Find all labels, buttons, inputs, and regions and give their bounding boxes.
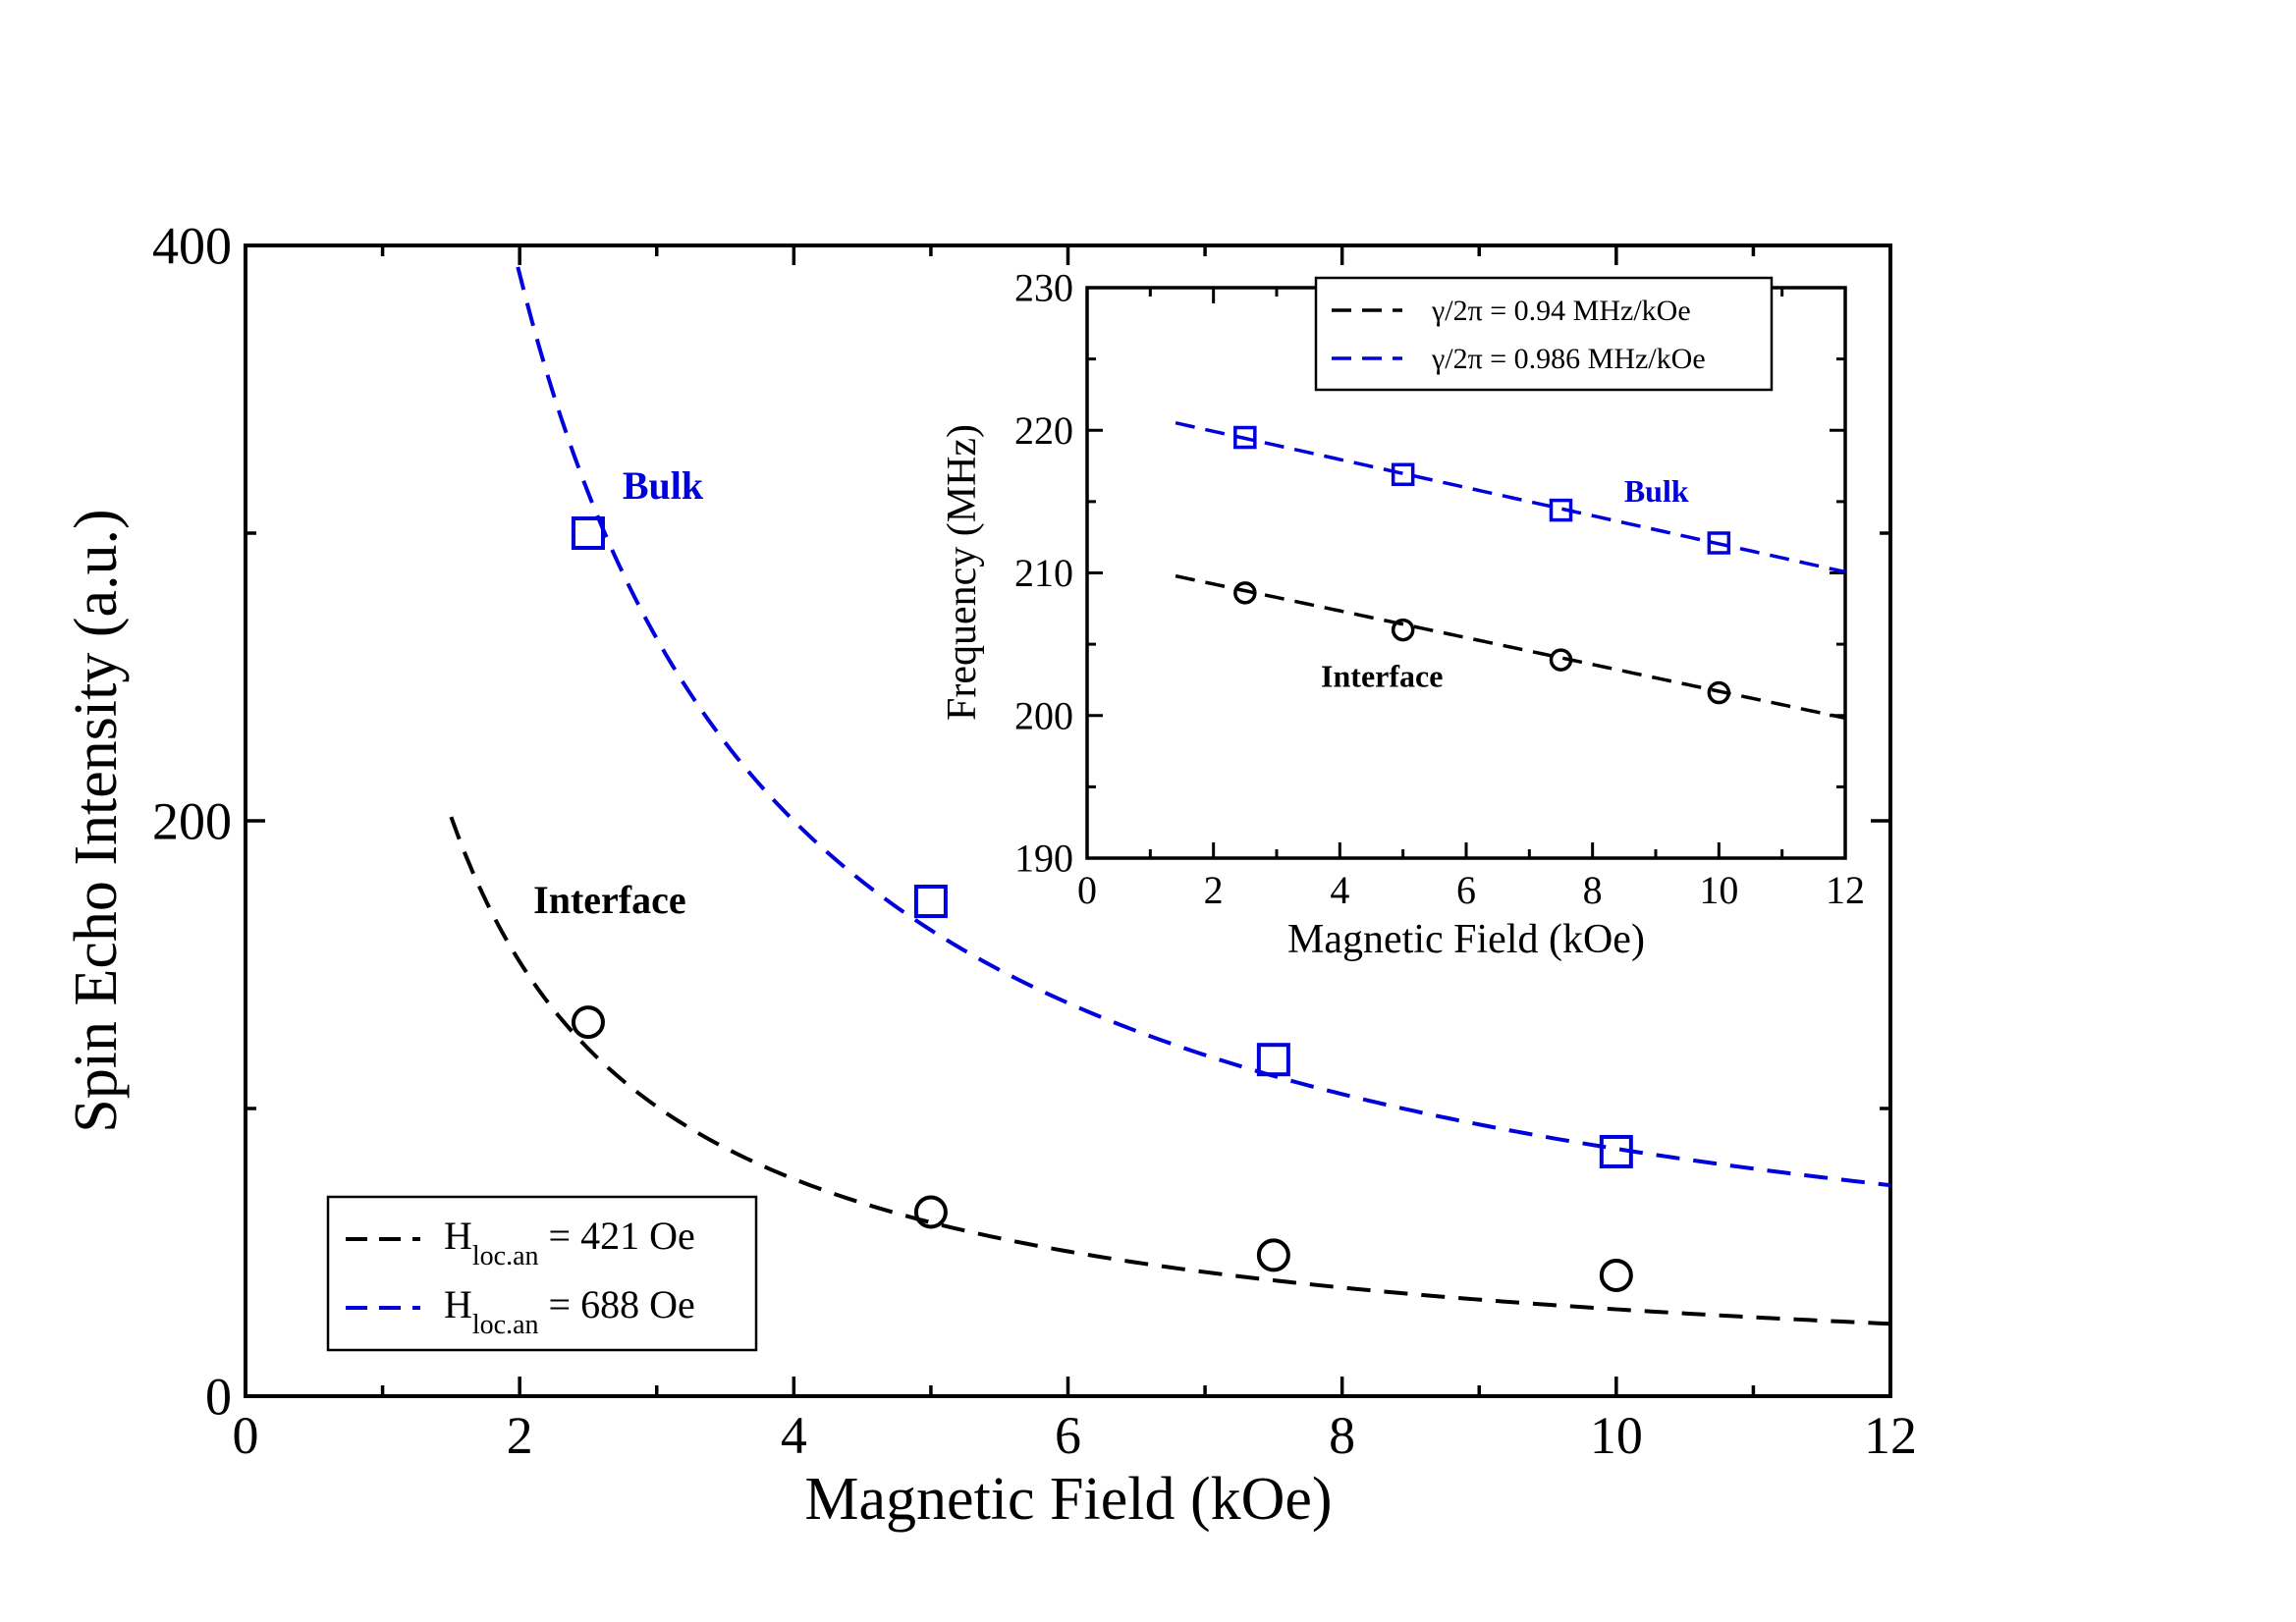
inset-square-marker [1549,498,1573,522]
inset-x-tick-label: 8 [1583,868,1603,912]
main-square-marker [1599,1134,1633,1168]
inset-legend-text-1: γ/2π = 0.94 MHz/kOe [1431,295,1691,327]
main-x-axis-label: Magnetic Field (kOe) [804,1466,1332,1533]
main-legend-entry-1: Hloc.an = 421 Oe [346,1214,695,1271]
main-chart: 0 2 4 6 8 10 12 0 200 400 Bulk Interface Magnetic … [63,216,1917,1533]
inset-chart: 0 2 4 6 8 10 12 190 200 210 220 230 Bulk Interface M… [940,266,1865,962]
inset-fit-line-2 [1175,420,1846,574]
inset-legend-box [1314,276,1774,392]
inset-y-tick-label: 210 [1014,551,1073,595]
main-y-tick-label: 200 [152,791,232,850]
main-x-tick-label: 4 [781,1406,807,1465]
inset-annotation-bulk: Bulk [1624,473,1689,509]
inset-x-tick-label: 4 [1330,868,1349,912]
inset-circle-marker [1391,618,1415,642]
main-x-tick-label: 0 [233,1406,259,1465]
main-circle-marker [571,1005,605,1040]
inset-circle-marker [1707,680,1731,705]
inset-x-tick-label: 10 [1699,868,1738,912]
inset-x-axis-label: Magnetic Field (kOe) [1287,917,1645,962]
main-annotation-interface: Interface [533,878,685,922]
main-square-marker [913,885,948,919]
main-y-tick-label: 0 [205,1367,232,1426]
inset-legend-entry-2: γ/2π = 0.986 MHz/kOe [1332,343,1706,375]
inset-y-tick-label: 200 [1014,693,1073,737]
inset-legend: γ/2π = 0.94 MHz/kOe γ/2π = 0.986 MHz/kOe [1314,276,1774,392]
inset-x-tick-label: 12 [1826,868,1865,912]
main-circle-marker [913,1195,948,1229]
main-legend: Hloc.an = 421 Oe Hloc.an = 688 Oe [326,1195,758,1352]
inset-y-tick-label: 230 [1014,266,1073,310]
inset-legend-entry-1: γ/2π = 0.94 MHz/kOe [1332,295,1691,327]
inset-x-tick-label: 6 [1456,868,1476,912]
inset-y-tick-label: 190 [1014,837,1073,881]
inset-square-marker [1707,531,1731,555]
inset-x-tick-label: 0 [1077,868,1097,912]
inset-circle-marker [1233,581,1257,605]
main-legend-box [326,1195,758,1352]
main-tick-labels: 0 2 4 6 8 10 12 0 200 400 [152,216,1917,1465]
inset-square-marker [1233,425,1257,450]
inset-circle-marker [1549,648,1573,672]
main-annotations: Bulk Interface [533,463,704,922]
inset-data-markers [1233,425,1731,705]
main-x-tick-label: 10 [1590,1406,1643,1465]
inset-y-tick-label: 220 [1014,408,1073,453]
main-legend-entry-2: Hloc.an = 688 Oe [346,1282,695,1340]
main-fit-curves [449,266,1891,1326]
main-x-tick-label: 12 [1864,1406,1917,1465]
main-legend-text-1: Hloc.an = 421 Oe [444,1214,695,1271]
main-data-markers [571,516,1633,1292]
inset-square-marker [1391,462,1415,487]
main-circle-marker [1256,1238,1290,1272]
main-fit-line-1 [449,816,1891,1326]
main-x-tick-label: 6 [1055,1406,1081,1465]
main-annotation-bulk: Bulk [623,463,704,508]
inset-x-tick-label: 2 [1204,868,1224,912]
inset-fit-lines [1175,420,1846,721]
main-square-marker [1256,1043,1290,1077]
main-square-marker [571,516,605,550]
main-fit-line-2 [516,266,1891,1188]
main-y-axis-label: Spin Echo Intensity (a.u.) [63,509,130,1132]
main-x-tick-label: 2 [507,1406,533,1465]
inset-fit-line-1 [1175,573,1846,721]
main-legend-text-2: Hloc.an = 688 Oe [444,1282,695,1340]
main-y-tick-label: 400 [152,216,232,275]
inset-annotations: Bulk Interface [1321,473,1689,694]
inset-tick-labels: 0 2 4 6 8 10 12 190 200 210 220 230 [1014,266,1865,912]
inset-annotation-interface: Interface [1321,659,1443,694]
main-x-tick-label: 8 [1329,1406,1355,1465]
main-circle-marker [1599,1258,1633,1292]
main-axis-ticks [244,243,1892,1398]
inset-legend-text-2: γ/2π = 0.986 MHz/kOe [1431,343,1706,375]
inset-y-axis-label: Frequency (MHz) [940,424,985,721]
